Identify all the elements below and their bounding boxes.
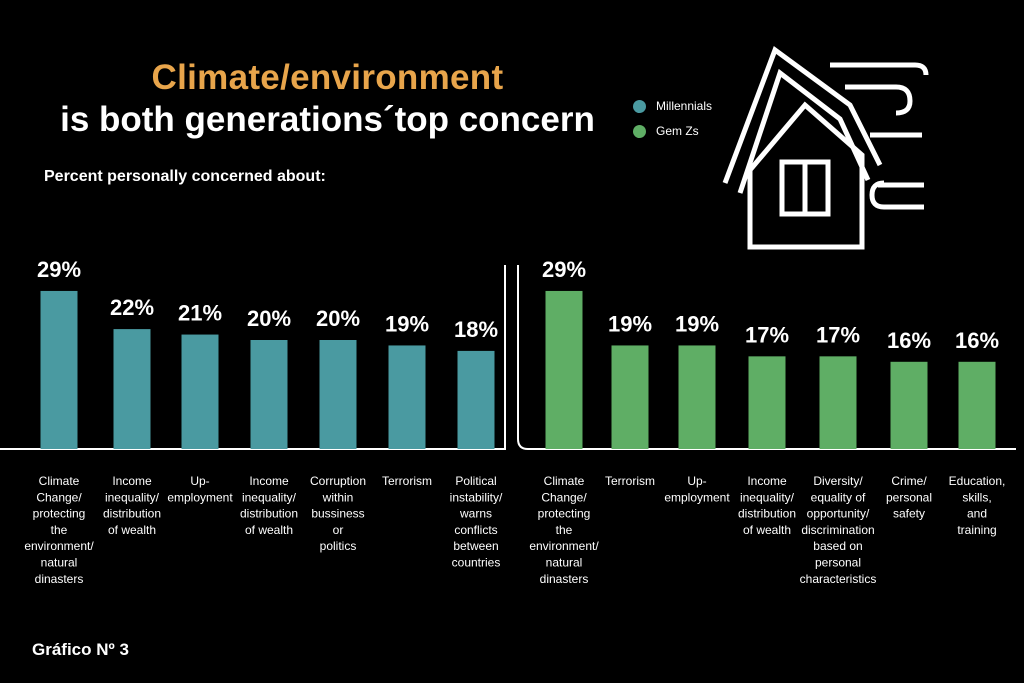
chart-title-line2: is both generations´top concern — [60, 100, 595, 139]
bar-millennials-3 — [181, 334, 219, 449]
category-label-millennials-5: Corruption within bussiness or politics — [310, 474, 366, 553]
data-label-genz-7: 16% — [955, 328, 999, 353]
bar-genz-7 — [958, 361, 996, 449]
category-label-millennials-6: Terrorism — [382, 474, 432, 488]
data-label-genz-2: 19% — [608, 311, 652, 336]
legend-swatch-genz — [633, 124, 646, 138]
data-label-millennials-6: 19% — [385, 311, 429, 336]
legend: Millennials Gem Zs — [633, 97, 712, 147]
category-label-millennials-2: Income inequality/distribution of wealth — [103, 474, 161, 537]
category-label-genz-4: Income inequality/distribution of wealth — [738, 474, 796, 537]
data-label-genz-6: 16% — [887, 328, 931, 353]
category-label-genz-5: Diversity/equality of opportunity/discrim… — [800, 474, 877, 586]
bar-genz-4 — [748, 356, 786, 449]
category-label-genz-7: Education, skills, and training — [949, 474, 1006, 537]
legend-label-genz: Gem Zs — [656, 124, 699, 138]
bar-genz-5 — [819, 356, 857, 449]
axis-line-genz — [517, 265, 1016, 450]
category-label-genz-2: Terrorism — [605, 474, 655, 488]
bar-genz-1 — [545, 290, 583, 449]
legend-item-millennials: Millennials — [633, 97, 712, 115]
category-label-millennials-4: Income inequality/distribution of wealth — [240, 474, 298, 537]
data-label-millennials-5: 20% — [316, 306, 360, 331]
axis-line-millennials — [0, 265, 506, 450]
legend-item-genz: Gem Zs — [633, 122, 712, 140]
data-label-genz-5: 17% — [816, 322, 860, 347]
category-label-millennials-3: Up-employment — [167, 474, 233, 504]
bar-millennials-1 — [40, 290, 78, 449]
bar-millennials-7 — [457, 350, 495, 449]
data-label-genz-4: 17% — [745, 322, 789, 347]
chart-title-line1: Climate/environment — [151, 58, 504, 97]
house-wind-icon — [722, 46, 929, 250]
data-label-millennials-3: 21% — [178, 301, 222, 326]
figure-number: Gráfico Nº 3 — [32, 640, 129, 659]
legend-swatch-millennials — [633, 99, 646, 113]
bar-genz-6 — [890, 361, 928, 449]
bar-millennials-2 — [113, 329, 151, 449]
bar-millennials-4 — [250, 340, 288, 449]
data-label-millennials-7: 18% — [454, 317, 498, 342]
category-label-millennials-7: Political instability/warns conflicts betwe… — [450, 474, 503, 570]
category-label-genz-3: Up-employment — [664, 474, 730, 504]
bar-genz-2 — [611, 345, 649, 449]
chart-subtitle: Percent personally concerned about: — [44, 168, 326, 185]
data-label-millennials-2: 22% — [110, 295, 154, 320]
category-label-genz-1: Climate Change/protecting the environment/n… — [529, 474, 599, 586]
data-label-millennials-1: 29% — [37, 257, 81, 282]
bar-genz-3 — [678, 345, 716, 449]
category-label-millennials-1: Climate Change/protecting the environment/n… — [24, 474, 94, 586]
bar-millennials-5 — [319, 340, 357, 449]
data-label-genz-1: 29% — [542, 257, 586, 282]
category-label-genz-6: Crime/personal safety — [886, 474, 932, 521]
legend-label-millennials: Millennials — [656, 99, 713, 113]
data-label-millennials-4: 20% — [247, 306, 291, 331]
bar-millennials-6 — [388, 345, 426, 449]
data-label-genz-3: 19% — [675, 311, 719, 336]
